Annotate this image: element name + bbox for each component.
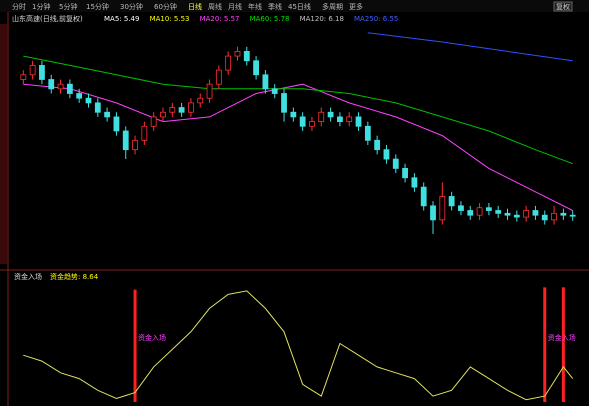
candle-body [327,111,334,118]
candle-body [551,212,557,221]
candle-body [188,102,194,113]
candle-body [76,93,83,99]
candle-body [420,186,427,207]
candle-body [225,55,232,71]
candle-body [430,205,436,221]
candle-body [495,210,502,214]
candle-body [169,107,176,113]
candle-body [113,116,120,132]
candle-body [374,139,381,151]
candle-body [29,65,36,76]
ma-label: MA250: 6.55 [354,15,398,23]
candle-body [132,139,138,151]
indicator-title: 资金入场 [14,272,42,281]
button-frame[interactable] [553,1,573,12]
candle-body [104,111,111,118]
toolbar-tab[interactable]: 年线 [248,2,262,11]
trend-line [23,290,574,401]
candle-body [290,111,297,118]
toolbar-tab[interactable]: 季线 [268,2,282,11]
annotation: 资金入场 [548,333,576,342]
button[interactable]: 复权 [556,2,570,11]
toolbar-tab[interactable]: 多周期 [322,2,343,11]
signal-bar [543,287,547,402]
candle-body [364,125,371,141]
toolbar-tab[interactable]: 月线 [228,2,242,11]
toolbar-tab[interactable]: 15分钟 [86,2,109,11]
toolbar-tab[interactable]: 更多 [349,2,363,11]
candle-body [20,74,27,80]
candle-body [57,83,64,90]
signal-bar [133,289,137,402]
ma-label: MA120: 6.18 [300,15,344,23]
toolbar-tab[interactable]: 1分钟 [32,2,50,11]
candle-body [402,167,408,179]
ma-label: MA10: 5.53 [150,15,190,23]
candle-body [513,214,520,218]
candle-body [48,79,55,90]
candle-body [206,83,213,99]
toolbar-tab[interactable]: 分时 [12,2,26,11]
chart-title: 山东高速(日线,前复权) [12,14,83,23]
candle-body [39,65,45,80]
candle-body [485,207,492,211]
annotation: 资金入场 [138,333,166,342]
candle-body [141,125,148,141]
candle-body [467,210,474,216]
candle-body [346,116,353,122]
toolbar-tab[interactable]: 周线 [208,2,222,11]
candle-body [337,116,343,122]
candle-body [383,149,390,160]
candle-body [560,212,567,216]
candle-body [541,214,548,221]
candle-body [150,116,157,127]
candle-body [281,93,287,113]
candle-body [569,214,576,217]
candle-body [392,158,399,169]
toolbar-bg [0,0,589,12]
candle-body [411,177,418,188]
candle-body [299,116,306,127]
ma-label: MA20: 5.57 [200,15,240,23]
side-tabs[interactable] [0,24,7,264]
ma-line [23,83,573,211]
signal-bar [561,287,565,402]
candle-body [243,51,250,62]
toolbar-tab[interactable]: 30分钟 [120,2,143,11]
candle-body [523,210,530,218]
candle-body [271,88,278,94]
ma-line [367,32,573,62]
candle-body [448,196,455,207]
toolbar-tab[interactable]: 60分钟 [154,2,177,11]
candle-body [122,130,129,151]
trend-label: 资金趋势: 8.64 [50,272,99,281]
ma-line [23,55,573,165]
toolbar-tab[interactable]: 日线 [188,2,202,11]
candle-body [476,207,483,216]
candle-body [458,205,464,211]
candle-body [262,74,269,90]
candle-body [439,196,446,221]
candle-body [532,210,539,216]
candle-body [309,121,315,127]
candle-body [94,102,101,113]
candle-body [66,83,73,94]
candle-body [504,212,511,216]
candle-body [85,97,92,104]
candle-body [178,107,185,113]
candle-body [160,111,166,118]
ma-label: MA60: 5.78 [250,15,290,23]
candle-body [318,111,325,122]
candle-body [355,116,362,127]
candle-body [215,69,222,85]
candle-body [234,51,241,57]
toolbar-tab[interactable]: 45日线 [288,2,311,11]
candle-body [253,60,259,76]
ma-label: MA5: 5.49 [104,15,139,23]
toolbar-tab[interactable]: 5分钟 [59,2,77,11]
candle-body [197,97,204,104]
